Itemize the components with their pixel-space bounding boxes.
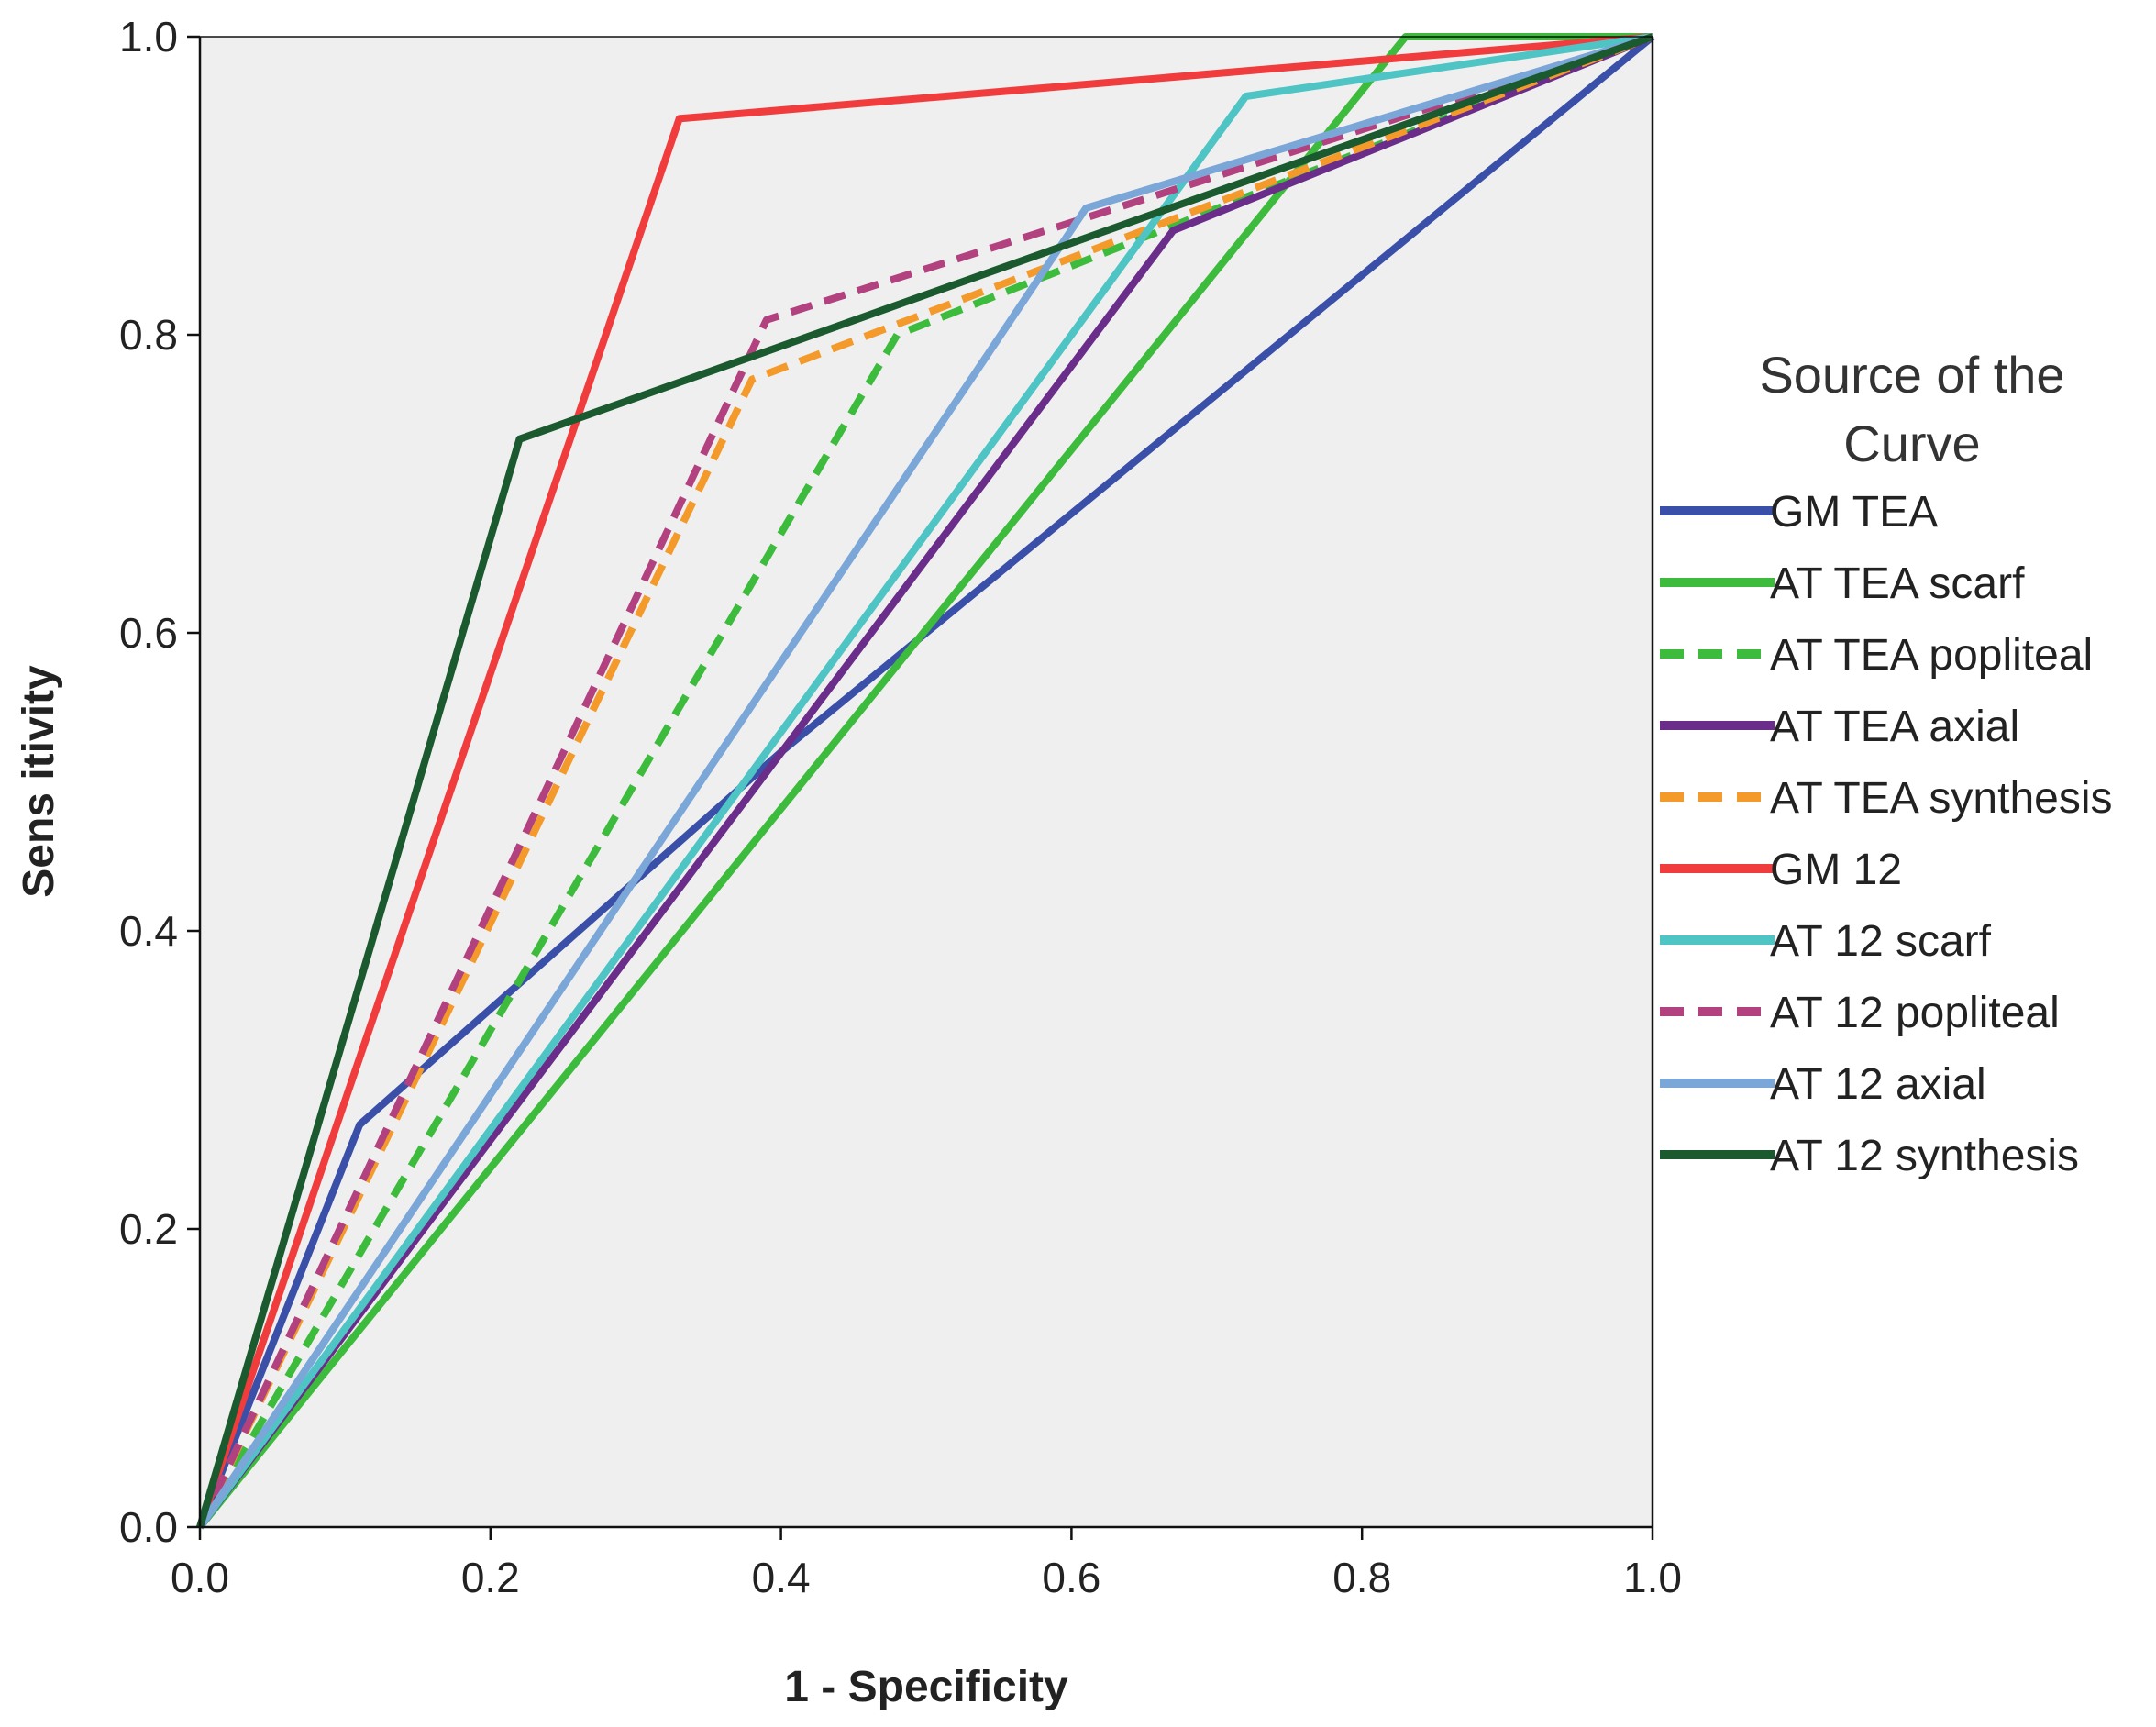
ticks-layer: 0.0 0.2 0.4 0.6 0.8 1.0 0.0 0.2 0.4 0.6 0.8 1.0	[119, 13, 1682, 1601]
legend-label-4: AT TEA synthesis	[1770, 774, 2113, 823]
legend-label-9: AT 12 synthesis	[1770, 1132, 2079, 1180]
axes-layer	[198, 36, 1654, 1529]
legend-title-line-1: Source of the	[1759, 346, 2064, 404]
x-tick-label-4: 0.8	[1332, 1554, 1391, 1601]
legend-title-line-2: Curve	[1843, 415, 1980, 472]
y-tick-label-2: 0.4	[119, 907, 178, 955]
y-tick-label-1: 0.2	[119, 1205, 178, 1253]
x-tick-label-5: 1.0	[1623, 1554, 1682, 1601]
y-tick-label-4: 0.8	[119, 311, 178, 359]
series-line-5	[196, 33, 1653, 1529]
legend-label-5: GM 12	[1770, 846, 1902, 894]
legend-label-1: AT TEA scarf	[1770, 559, 2025, 608]
legend-label-6: AT 12 scarf	[1770, 917, 1992, 966]
y-tick-label-3: 0.6	[119, 609, 178, 657]
series-line-4	[196, 33, 1654, 1529]
x-tick-label-1: 0.2	[461, 1554, 520, 1601]
y-tick-label-0: 0.0	[119, 1503, 178, 1551]
series-line-8	[196, 33, 1654, 1530]
legend-label-3: AT TEA axial	[1770, 703, 2019, 751]
legend-label-2: AT TEA popliteal	[1770, 631, 2093, 680]
legend-label-8: AT 12 axial	[1770, 1060, 1986, 1109]
legend-label-7: AT 12 popliteal	[1770, 989, 2060, 1037]
legend: Source of the Curve GM TEA AT TEA scarf AT…	[1660, 346, 2113, 1180]
x-tick-label-3: 0.6	[1042, 1554, 1100, 1601]
plot-area	[200, 37, 1653, 1527]
y-tick-label-5: 1.0	[119, 13, 178, 61]
series-line-6	[196, 33, 1653, 1530]
series-line-0	[196, 33, 1655, 1529]
x-axis-title: 1 - Specificity	[784, 1663, 1068, 1711]
series-line-9	[196, 33, 1654, 1529]
series-line-7	[196, 33, 1654, 1529]
x-tick-label-2: 0.4	[752, 1554, 811, 1601]
y-axis-title: Sens itivity	[15, 665, 63, 898]
x-tick-label-0: 0.0	[171, 1554, 229, 1601]
legend-label-0: GM TEA	[1770, 488, 1938, 537]
